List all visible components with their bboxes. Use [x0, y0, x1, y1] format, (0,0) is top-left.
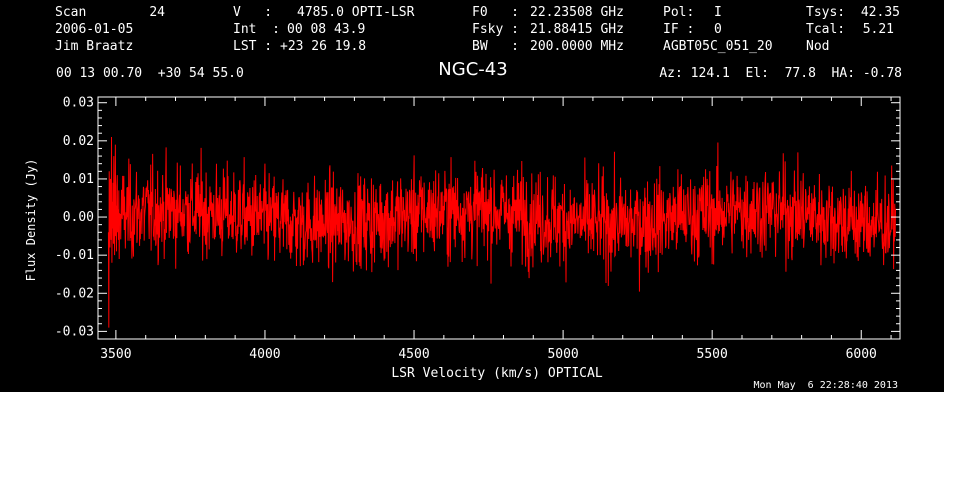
x-tick-label: 4000 — [249, 347, 280, 362]
y-tick-label: -0.01 — [55, 248, 94, 263]
y-tick-label: 0.03 — [63, 96, 94, 111]
x-axis-label: LSR Velocity (km/s) OPTICAL — [391, 366, 602, 381]
x-tick-label: 5500 — [697, 347, 728, 362]
y-tick-label: -0.02 — [55, 286, 94, 301]
f0-value: 22.23508 GHz — [530, 5, 624, 20]
tsys-label: Tsys: — [806, 5, 846, 20]
spectrum-trace-group — [107, 137, 897, 328]
pol-label: Pol: — [663, 5, 695, 20]
spectrum-chart: 3500 4000 4500 5000 5500 6000 -0.03 -0.02 -0.01 0… — [24, 96, 901, 381]
fsky-value: 21.88415 GHz — [530, 22, 624, 37]
y-tick-label: -0.03 — [55, 324, 94, 339]
y-axis-label: Flux Density (Jy) — [24, 159, 38, 282]
scan-number: 24 — [149, 5, 165, 20]
bw-label: BW : — [472, 39, 519, 54]
chart-title: NGC-43 — [438, 59, 508, 80]
tsys-value: 42.35 — [860, 5, 900, 20]
source-coordinates: 00 13 00.70 +30 54 55.0 — [56, 66, 244, 81]
bw-value: 200.0000 MHz — [530, 39, 624, 54]
scan-label: Scan — [55, 5, 87, 20]
if-label: IF : — [663, 22, 695, 37]
az-el-ha: Az: 124.1 El: 77.8 HA: -0.78 — [659, 66, 902, 81]
tick-group — [98, 97, 900, 339]
f0-label: F0 : — [472, 5, 519, 20]
tcal-label: Tcal: — [806, 22, 846, 37]
fsky-label: Fsky : — [472, 22, 519, 37]
x-tick-label: 4500 — [398, 347, 429, 362]
tcal-value: 5.21 — [862, 22, 894, 37]
if-value: 0 — [714, 22, 722, 37]
observer-name: Jim Braatz — [55, 39, 134, 54]
y-tick-label: 0.02 — [63, 134, 94, 149]
spectrum-line — [107, 137, 897, 328]
timestamp: Mon May 6 22:28:40 2013 — [753, 380, 899, 391]
velocity-value: 4785.0 OPTI-LSR — [297, 5, 415, 20]
x-tick-label: 5000 — [547, 347, 578, 362]
velocity-label: V : — [233, 5, 273, 20]
y-tick-label: 0.00 — [63, 210, 94, 225]
pol-value: I — [714, 5, 722, 20]
plot-axes-box — [97, 96, 901, 340]
int-label: Int : — [233, 22, 280, 37]
project-id: AGBT05C_051_20 — [663, 39, 773, 54]
lst-label: LST : — [233, 39, 280, 54]
lst-value: +23 26 19.8 — [280, 39, 367, 54]
observation-date: 2006-01-05 — [55, 22, 134, 37]
x-tick-label: 3500 — [100, 347, 131, 362]
procedure-name: Nod — [806, 39, 830, 54]
y-tick-label: 0.01 — [63, 172, 94, 187]
int-value: 00 08 43.9 — [287, 22, 366, 37]
tick-label-group: 3500 4000 4500 5000 5500 6000 -0.03 -0.02 -0.01 0… — [55, 96, 877, 362]
x-tick-label: 6000 — [846, 347, 877, 362]
